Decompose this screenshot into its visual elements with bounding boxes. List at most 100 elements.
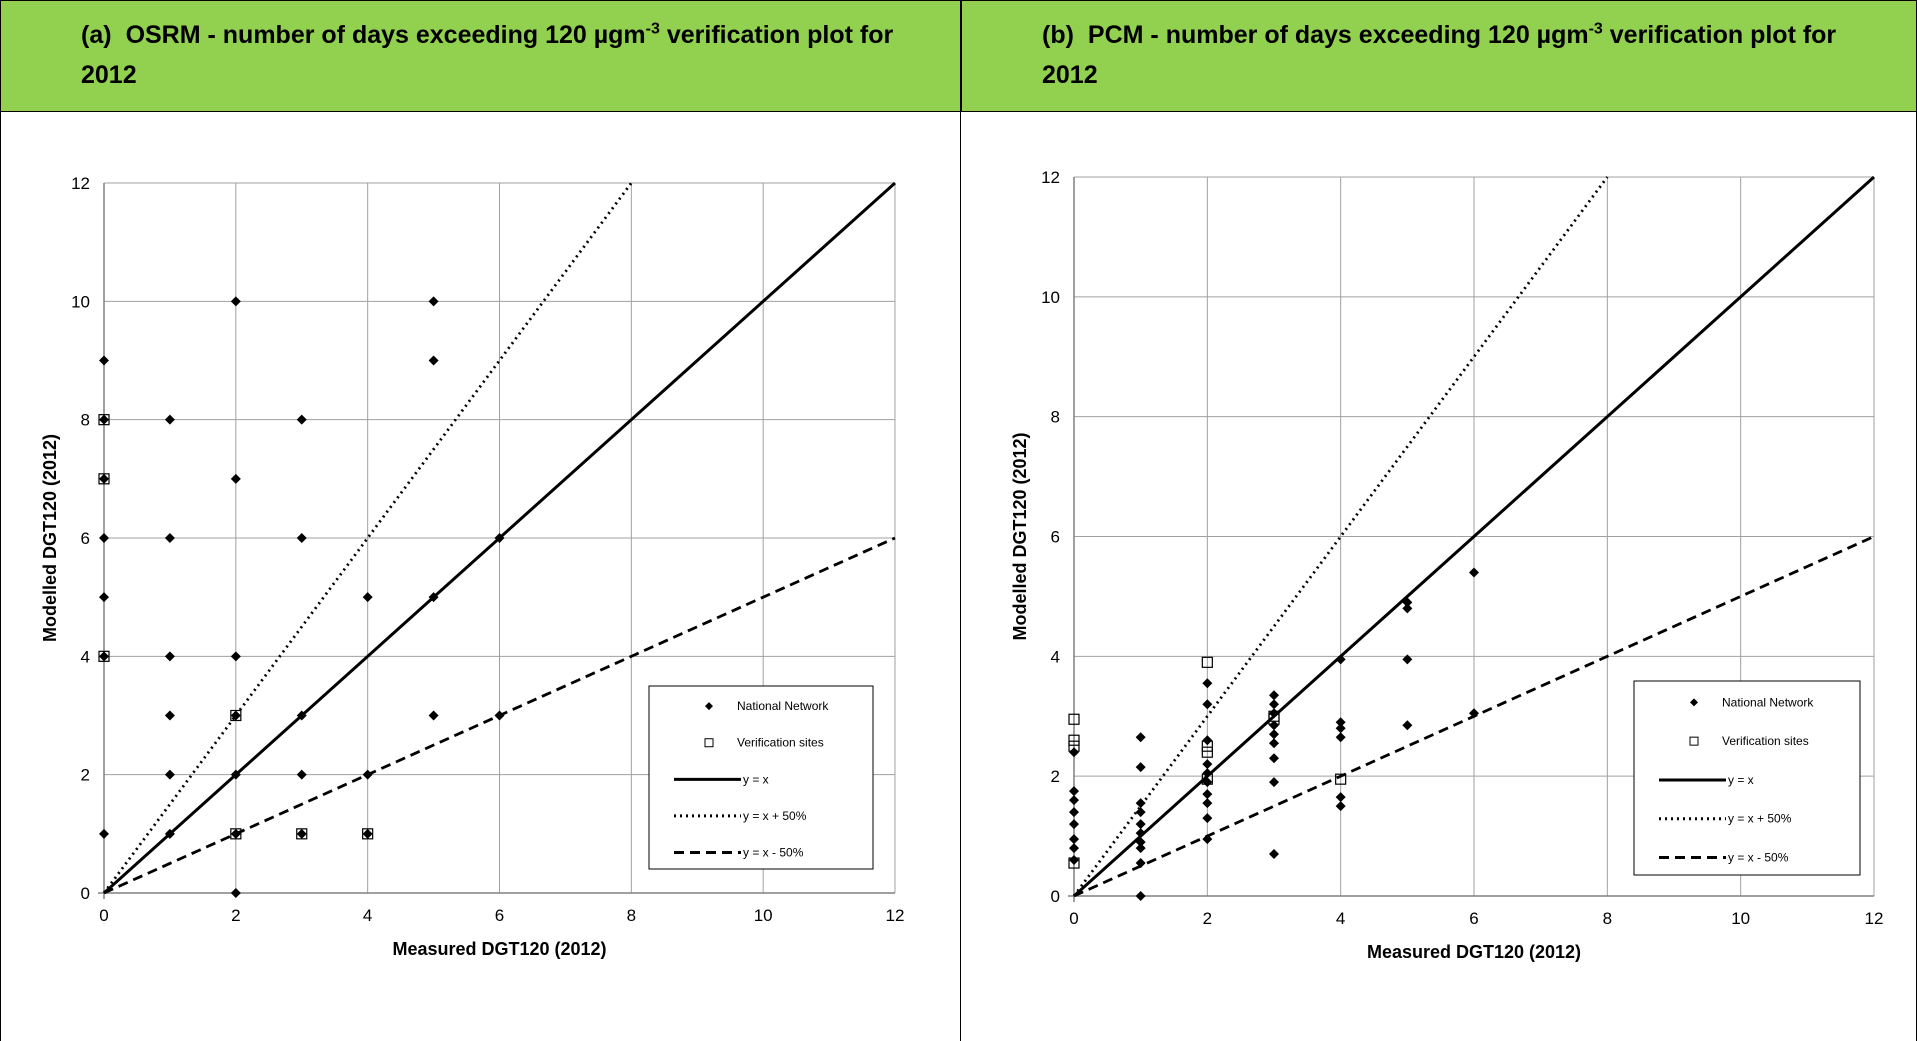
data-point-national-network (230, 296, 241, 307)
data-point-national-network (1135, 891, 1146, 901)
x-tick-label: 4 (363, 906, 372, 925)
legend-symbol-square (1689, 736, 1699, 746)
x-tick-label: 0 (1069, 909, 1078, 928)
data-point-national-network (164, 651, 175, 662)
data-point-national-network (164, 533, 175, 543)
y-axis-label: Modelled DGT120 (2012) (40, 434, 60, 642)
x-tick-label: 10 (1731, 909, 1750, 928)
data-point-national-network (164, 710, 175, 721)
data-point-national-network (362, 769, 373, 780)
x-tick-label: 0 (99, 906, 108, 925)
data-point-national-network (1135, 798, 1146, 809)
data-point-national-network (1202, 699, 1213, 710)
data-point-national-network (230, 888, 241, 898)
data-point-national-network (230, 828, 241, 839)
data-point-national-network (99, 828, 109, 839)
data-point-national-network (230, 769, 241, 780)
data-point-national-network (1135, 858, 1146, 869)
data-point-national-network (1269, 738, 1279, 749)
legend-box (1633, 680, 1861, 876)
data-point-national-network (296, 710, 307, 721)
data-point-verification-site (1068, 740, 1080, 752)
y-tick-label: 10 (71, 292, 90, 311)
x-axis-label: Measured DGT120 (2012) (1367, 942, 1581, 962)
data-point-national-network (1269, 708, 1279, 719)
data-point-national-network (428, 710, 439, 721)
data-point-national-network (1069, 843, 1079, 854)
data-point-national-network (1269, 729, 1279, 740)
panel-a-title-line2: 2012 (81, 61, 137, 89)
data-point-national-network (230, 473, 241, 484)
y-tick-label: 0 (1051, 887, 1060, 906)
data-point-verification-site (1268, 710, 1280, 722)
data-point-national-network (1202, 759, 1213, 770)
x-tick-label: 4 (1336, 909, 1345, 928)
y-axis-label: Modelled DGT120 (2012) (1010, 432, 1030, 640)
data-point-verification-site (98, 650, 110, 662)
x-tick-label: 6 (495, 906, 504, 925)
x-axis-label: Measured DGT120 (2012) (392, 939, 606, 959)
y-tick-label: 0 (81, 884, 90, 903)
data-point-national-network (1469, 567, 1479, 578)
data-point-national-network (99, 651, 109, 662)
data-point-national-network (1402, 720, 1413, 731)
data-point-national-network (1069, 795, 1079, 806)
y-tick-label: 4 (1051, 647, 1060, 666)
y-tick-label: 12 (1041, 168, 1060, 187)
data-point-national-network (494, 533, 505, 543)
data-point-verification-site (1068, 734, 1080, 746)
data-point-national-network (1402, 597, 1413, 608)
data-point-national-network (1335, 801, 1346, 812)
panel-a-header: (a) OSRM - number of days exceeding 120 µ… (0, 0, 961, 112)
legend-label: y = x + 50% (743, 809, 807, 823)
data-point-verification-site (230, 709, 242, 722)
legend-label: y = x (1728, 773, 1754, 787)
y-tick-label: 6 (81, 529, 90, 548)
x-tick-label: 10 (754, 906, 773, 925)
data-point-verification-site (1201, 740, 1213, 752)
data-point-national-network (1269, 753, 1279, 764)
data-point-national-network (230, 651, 241, 662)
data-point-national-network (1135, 762, 1146, 773)
data-point-national-network (1069, 807, 1079, 818)
data-point-national-network (164, 769, 175, 780)
data-point-national-network (1269, 849, 1279, 860)
y-tick-label: 8 (1051, 408, 1060, 427)
data-point-national-network (494, 710, 505, 721)
legend-label: National Network (737, 699, 829, 713)
data-point-national-network (1402, 654, 1413, 665)
data-point-national-network (1335, 792, 1346, 803)
x-tick-label: 2 (231, 906, 240, 925)
y-tick-label: 10 (1041, 288, 1060, 307)
data-point-national-network (1202, 798, 1213, 809)
data-point-national-network (1135, 732, 1146, 743)
data-point-verification-site (1068, 857, 1080, 869)
data-point-national-network (1269, 777, 1279, 788)
data-point-national-network (296, 533, 307, 543)
data-point-national-network (99, 592, 109, 603)
data-point-national-network (164, 828, 175, 839)
legend-box (648, 685, 874, 870)
data-point-national-network (1469, 708, 1479, 719)
x-tick-label: 6 (1469, 909, 1478, 928)
panel-a-cell: 0 2 4 6 8 10 12 0 2 4 6 8 10 12 Measured DGT120 (2012)… (0, 112, 961, 1041)
panel-b-cell: 0 2 4 6 8 10 12 0 2 4 6 8 10 12 Measured DGT120 (2012)… (961, 112, 1917, 1041)
panel-a-label: (a) (81, 21, 112, 49)
panel-b-header: (b) PCM - number of days exceeding 120 µg… (961, 0, 1917, 112)
panel-b-title: PCM - number of days exceeding 120 µgm-3… (1087, 20, 1837, 49)
data-point-national-network (1335, 717, 1346, 728)
legend-label: Verification sites (737, 736, 824, 750)
legend-symbol-square (704, 738, 714, 748)
data-point-national-network (296, 769, 307, 780)
data-point-national-network (1202, 834, 1213, 845)
legend-label: y = x - 50% (1728, 851, 1789, 865)
data-point-national-network (362, 828, 373, 839)
data-point-national-network (1269, 699, 1279, 710)
legend-symbol-diamond (1690, 698, 1698, 707)
data-point-verification-site (98, 414, 110, 426)
y-tick-label: 2 (1051, 767, 1060, 786)
data-point-national-network (99, 473, 109, 484)
data-point-national-network (1335, 732, 1346, 743)
data-point-national-network (1335, 723, 1346, 734)
